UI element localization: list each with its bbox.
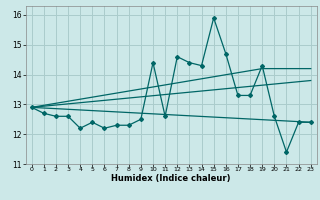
X-axis label: Humidex (Indice chaleur): Humidex (Indice chaleur) (111, 174, 231, 183)
